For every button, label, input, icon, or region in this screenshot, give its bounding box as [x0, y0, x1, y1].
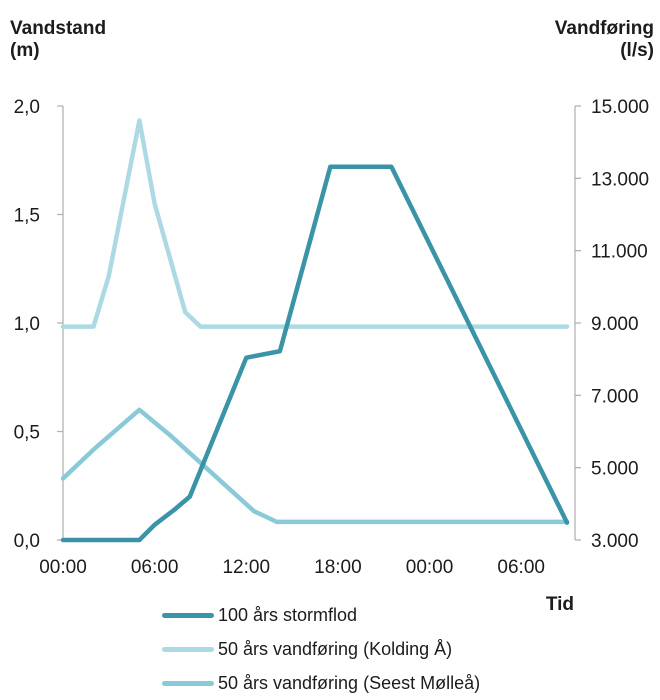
legend-item: 50 års vandføring (Seest Mølleå)	[162, 666, 480, 700]
left-tick-label: 0,0	[14, 531, 40, 552]
x-tick-label: 00:00	[39, 557, 87, 578]
right-tick-label: 9.000	[591, 314, 639, 335]
left-axis-title: Vandstand (m)	[10, 18, 106, 62]
x-tick-label: 18:00	[314, 557, 362, 578]
right-tick-label: 15.000	[591, 97, 649, 118]
legend-swatch	[162, 680, 214, 686]
legend-swatch	[162, 612, 214, 618]
x-tick-label: 00:00	[406, 557, 454, 578]
left-axis-title-line2: (m)	[10, 40, 40, 61]
x-tick-label: 06:00	[497, 557, 545, 578]
legend-label: 50 års vandføring (Seest Mølleå)	[218, 672, 481, 693]
x-tick-label: 12:00	[222, 557, 270, 578]
series-line-1	[60, 118, 570, 329]
legend-swatch	[162, 646, 214, 652]
x-tick-label: 06:00	[131, 557, 179, 578]
right-axis-title-line1: Vandføring	[554, 18, 654, 39]
legend-item: 100 års stormflod	[162, 598, 480, 632]
line-chart: 0,0 0,5 1,0 1,5 2,0 3.000 5.000 7.000 9.000 11.00…	[14, 97, 650, 578]
right-tick-label: 5.000	[591, 459, 639, 480]
series-line-0	[60, 164, 570, 543]
legend-label: 50 års vandføring (Kolding Å)	[218, 638, 453, 659]
legend: 100 års stormflod 50 års vandføring (Kold…	[162, 598, 480, 700]
left-tick-label: 1,5	[14, 206, 40, 227]
right-tick-label: 7.000	[591, 386, 639, 407]
left-tick-label: 0,5	[14, 423, 40, 444]
series-line-2	[60, 407, 570, 525]
left-axis-title-line1: Vandstand	[10, 18, 107, 39]
right-tick-label: 3.000	[591, 531, 639, 552]
right-tick-label: 11.000	[591, 242, 648, 263]
x-axis-title: Tid	[545, 594, 574, 615]
left-tick-label: 2,0	[14, 97, 40, 118]
right-axis-title-line2: (l/s)	[620, 40, 654, 61]
left-tick-label: 1,0	[14, 314, 40, 335]
legend-item: 50 års vandføring (Kolding Å)	[162, 632, 480, 666]
right-axis-title: Vandføring (l/s)	[555, 18, 654, 62]
right-tick-label: 13.000	[591, 169, 649, 190]
legend-label: 100 års stormflod	[218, 604, 358, 625]
